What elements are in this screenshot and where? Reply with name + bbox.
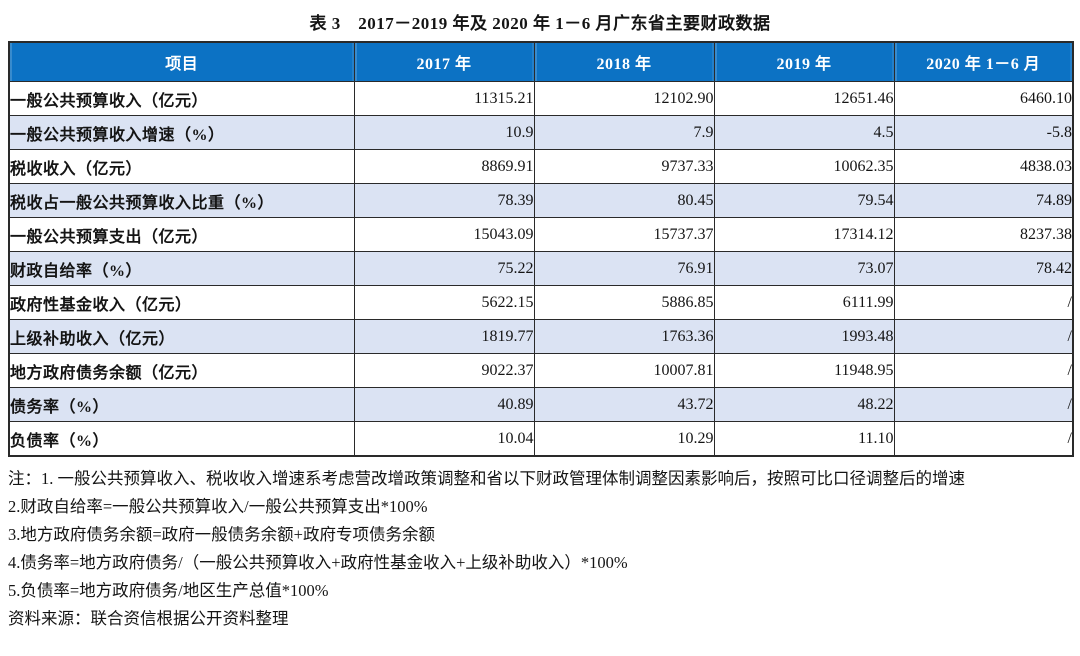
value-cell: 11.10 [713, 421, 895, 457]
value-cell: 4838.03 [893, 149, 1074, 184]
value-cell: 11315.21 [353, 81, 535, 116]
value-cell: 43.72 [533, 387, 715, 422]
table-row: 上级补助收入（亿元） 1819.77 1763.36 1993.48/ [8, 319, 1074, 354]
value-cell: / [893, 319, 1074, 354]
value-cell: 12102.90 [533, 81, 715, 116]
value-cell: 7.9 [533, 115, 715, 150]
table-row: 地方政府债务余额（亿元） 9022.37 10007.81 11948.95/ [8, 353, 1074, 388]
value-cell: 1763.36 [533, 319, 715, 354]
value-cell: 80.45 [533, 183, 715, 218]
value-cell: 9737.33 [533, 149, 715, 184]
value-cell: 10062.35 [713, 149, 895, 184]
value-cell: 78.42 [893, 251, 1074, 286]
column-header-year: 2018 年 [533, 41, 715, 82]
value-cell: 8869.91 [353, 149, 535, 184]
value-cell: 78.39 [353, 183, 535, 218]
table-row: 税收占一般公共预算收入比重（%） 78.39 80.45 79.54 74.89 [8, 183, 1074, 218]
row-label-cell: 地方政府债务余额（亿元） [8, 353, 355, 388]
table-row: 负债率（%） 10.04 10.29 11.10/ [8, 421, 1074, 457]
value-cell: 5622.15 [353, 285, 535, 320]
row-label-cell: 债务率（%） [8, 387, 355, 422]
row-label-cell: 税收收入（亿元） [8, 149, 355, 184]
footnote-line: 3.地方政府债务余额=政府一般债务余额+政府专项债务余额 [8, 525, 435, 544]
table-row: 政府性基金收入（亿元） 5622.15 5886.85 6111.99/ [8, 285, 1074, 320]
table-row: 债务率（%） 40.89 43.72 48.22/ [8, 387, 1074, 422]
value-cell: 4.5 [713, 115, 895, 150]
value-cell: 15737.37 [533, 217, 715, 252]
row-label-cell: 上级补助收入（亿元） [8, 319, 355, 354]
row-label-cell: 一般公共预算支出（亿元） [8, 217, 355, 252]
row-label-cell: 一般公共预算收入增速（%） [8, 115, 355, 150]
value-cell: 74.89 [893, 183, 1074, 218]
fiscal-data-table: 项目 2017 年 2018 年 2019 年 2020 年 1－6 月 一般公共预算收… [8, 41, 1074, 457]
footnotes: 注：1. 一般公共预算收入、税收收入增速系考虑营改增政策调整和省以下财政管理体制… [8, 465, 1070, 633]
value-cell: 10007.81 [533, 353, 715, 388]
footnote-line: 5.负债率=地方政府债务/地区生产总值*100% [8, 581, 329, 600]
value-cell: 8237.38 [893, 217, 1074, 252]
value-cell: / [893, 421, 1074, 457]
table-row: 一般公共预算收入增速（%） 10.9 7.9 4.5 -5.8 [8, 115, 1074, 150]
row-label-cell: 税收占一般公共预算收入比重（%） [8, 183, 355, 218]
row-label-cell: 负债率（%） [8, 421, 355, 457]
column-header-item: 项目 [8, 41, 355, 82]
value-cell: / [893, 353, 1074, 388]
value-cell: 12651.46 [713, 81, 895, 116]
value-cell: 75.22 [353, 251, 535, 286]
value-cell: 11948.95 [713, 353, 895, 388]
column-header-year: 2019 年 [713, 41, 895, 82]
value-cell: / [893, 285, 1074, 320]
row-label-cell: 政府性基金收入（亿元） [8, 285, 355, 320]
table-header-row: 项目 2017 年 2018 年 2019 年 2020 年 1－6 月 [8, 41, 1074, 82]
value-cell: 10.04 [353, 421, 535, 457]
row-label-cell: 财政自给率（%） [8, 251, 355, 286]
footnote-line: 4.债务率=地方政府债务/（一般公共预算收入+政府性基金收入+上级补助收入）*1… [8, 553, 628, 572]
value-cell: 40.89 [353, 387, 535, 422]
table-row: 税收收入（亿元） 8869.91 9737.33 10062.35 4838.03 [8, 149, 1074, 184]
column-header-year: 2020 年 1－6 月 [893, 41, 1074, 82]
value-cell: 79.54 [713, 183, 895, 218]
table-row: 一般公共预算支出（亿元） 15043.09 15737.37 17314.12 8237… [8, 217, 1074, 252]
table-row: 一般公共预算收入（亿元） 11315.21 12102.90 12651.46 6460… [8, 81, 1074, 116]
value-cell: 48.22 [713, 387, 895, 422]
value-cell: 76.91 [533, 251, 715, 286]
table-row: 财政自给率（%） 75.22 76.91 73.07 78.42 [8, 251, 1074, 286]
footnote-line: 注：1. 一般公共预算收入、税收收入增速系考虑营改增政策调整和省以下财政管理体制… [8, 469, 965, 488]
value-cell: 5886.85 [533, 285, 715, 320]
value-cell: 15043.09 [353, 217, 535, 252]
value-cell: 6111.99 [713, 285, 895, 320]
header-row: 项目 2017 年 2018 年 2019 年 2020 年 1－6 月 [8, 41, 1074, 82]
footnote-line: 资料来源：联合资信根据公开资料整理 [8, 609, 289, 628]
footnote-line: 2.财政自给率=一般公共预算收入/一般公共预算支出*100% [8, 497, 428, 516]
value-cell: 9022.37 [353, 353, 535, 388]
value-cell: / [893, 387, 1074, 422]
value-cell: 1819.77 [353, 319, 535, 354]
value-cell: 17314.12 [713, 217, 895, 252]
table-title: 表 3 2017－2019 年及 2020 年 1－6 月广东省主要财政数据 [309, 14, 771, 33]
value-cell: -5.8 [893, 115, 1074, 150]
value-cell: 1993.48 [713, 319, 895, 354]
value-cell: 73.07 [713, 251, 895, 286]
row-label-cell: 一般公共预算收入（亿元） [8, 81, 355, 116]
value-cell: 10.29 [533, 421, 715, 457]
column-header-year: 2017 年 [353, 41, 535, 82]
value-cell: 10.9 [353, 115, 535, 150]
table-body: 一般公共预算收入（亿元） 11315.21 12102.90 12651.46 6460… [8, 81, 1074, 457]
value-cell: 6460.10 [893, 81, 1074, 116]
